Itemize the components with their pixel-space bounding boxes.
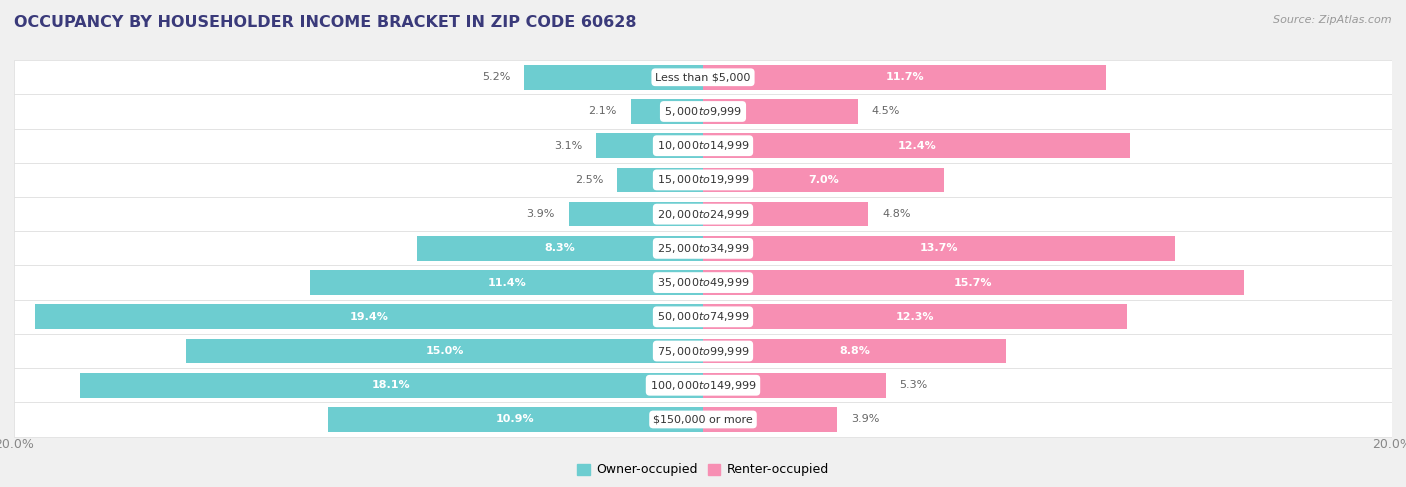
Text: 15.0%: 15.0%	[426, 346, 464, 356]
Bar	[14, 265, 1392, 300]
Bar	[703, 304, 1126, 329]
Text: $25,000 to $34,999: $25,000 to $34,999	[657, 242, 749, 255]
Text: OCCUPANCY BY HOUSEHOLDER INCOME BRACKET IN ZIP CODE 60628: OCCUPANCY BY HOUSEHOLDER INCOME BRACKET …	[14, 15, 637, 30]
Bar	[14, 402, 1392, 436]
Text: 10.9%: 10.9%	[496, 414, 534, 425]
Bar	[703, 236, 1175, 261]
Bar	[596, 133, 703, 158]
Text: 4.5%: 4.5%	[872, 107, 900, 116]
Bar	[703, 407, 838, 432]
Bar	[186, 339, 703, 363]
Text: $15,000 to $19,999: $15,000 to $19,999	[657, 173, 749, 187]
Bar	[80, 373, 703, 397]
Text: 7.0%: 7.0%	[808, 175, 839, 185]
Text: 20.0%: 20.0%	[0, 438, 34, 451]
Bar	[703, 202, 869, 226]
Text: $10,000 to $14,999: $10,000 to $14,999	[657, 139, 749, 152]
Text: $150,000 or more: $150,000 or more	[654, 414, 752, 425]
Text: 5.3%: 5.3%	[900, 380, 928, 390]
Bar	[703, 133, 1130, 158]
Text: $20,000 to $24,999: $20,000 to $24,999	[657, 207, 749, 221]
Text: 4.8%: 4.8%	[882, 209, 911, 219]
Text: 12.4%: 12.4%	[897, 141, 936, 150]
Text: 11.4%: 11.4%	[488, 278, 526, 288]
Text: Less than $5,000: Less than $5,000	[655, 72, 751, 82]
Text: 8.8%: 8.8%	[839, 346, 870, 356]
Bar	[14, 129, 1392, 163]
Bar	[703, 99, 858, 124]
Legend: Owner-occupied, Renter-occupied: Owner-occupied, Renter-occupied	[572, 458, 834, 482]
Bar	[35, 304, 703, 329]
Bar	[568, 202, 703, 226]
Bar	[14, 300, 1392, 334]
Text: 12.3%: 12.3%	[896, 312, 934, 322]
Bar	[617, 168, 703, 192]
Text: 5.2%: 5.2%	[482, 72, 510, 82]
Text: $35,000 to $49,999: $35,000 to $49,999	[657, 276, 749, 289]
Text: Source: ZipAtlas.com: Source: ZipAtlas.com	[1274, 15, 1392, 25]
Bar	[703, 339, 1007, 363]
Text: $75,000 to $99,999: $75,000 to $99,999	[657, 344, 749, 357]
Bar	[703, 270, 1244, 295]
Bar	[418, 236, 703, 261]
Bar	[703, 168, 945, 192]
Bar	[14, 60, 1392, 94]
Text: 8.3%: 8.3%	[544, 244, 575, 253]
Bar	[328, 407, 703, 432]
Text: $5,000 to $9,999: $5,000 to $9,999	[664, 105, 742, 118]
Bar	[311, 270, 703, 295]
Bar	[14, 163, 1392, 197]
Text: 3.1%: 3.1%	[554, 141, 582, 150]
Text: 20.0%: 20.0%	[1372, 438, 1406, 451]
Text: 2.1%: 2.1%	[589, 107, 617, 116]
Text: $50,000 to $74,999: $50,000 to $74,999	[657, 310, 749, 323]
Bar	[14, 368, 1392, 402]
Bar	[14, 334, 1392, 368]
Bar	[703, 65, 1107, 90]
Bar	[703, 373, 886, 397]
Bar	[14, 231, 1392, 265]
Text: 3.9%: 3.9%	[851, 414, 880, 425]
Text: 13.7%: 13.7%	[920, 244, 959, 253]
Text: $100,000 to $149,999: $100,000 to $149,999	[650, 379, 756, 392]
Text: 3.9%: 3.9%	[526, 209, 555, 219]
Bar	[14, 94, 1392, 129]
Bar	[524, 65, 703, 90]
Text: 2.5%: 2.5%	[575, 175, 603, 185]
Bar	[14, 197, 1392, 231]
Text: 15.7%: 15.7%	[955, 278, 993, 288]
Bar	[631, 99, 703, 124]
Text: 19.4%: 19.4%	[350, 312, 388, 322]
Text: 11.7%: 11.7%	[886, 72, 924, 82]
Text: 18.1%: 18.1%	[373, 380, 411, 390]
